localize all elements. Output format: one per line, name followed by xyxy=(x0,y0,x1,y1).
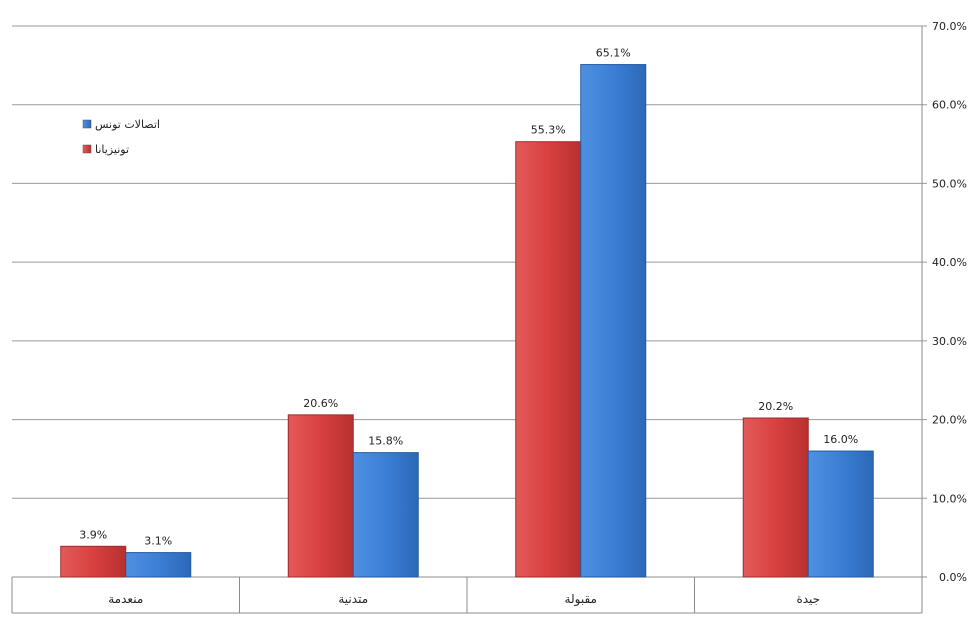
data-label: 20.2% xyxy=(758,400,793,413)
legend-swatch xyxy=(82,144,92,154)
bar xyxy=(287,414,354,578)
bar xyxy=(352,452,419,578)
data-label: 65.1% xyxy=(596,47,631,60)
y-tick-label: 30.0% xyxy=(932,335,967,348)
legend-swatch xyxy=(82,119,92,129)
y-tick-label: 60.0% xyxy=(932,99,967,112)
data-label: 55.3% xyxy=(531,124,566,137)
data-label: 20.6% xyxy=(303,397,338,410)
legend-item: تونيزيانا xyxy=(82,143,129,156)
legend-label: تونيزيانا xyxy=(95,143,129,156)
y-tick-label: 0.0% xyxy=(939,571,967,584)
y-tick-label: 50.0% xyxy=(932,177,967,190)
x-tick-label: جيدة xyxy=(796,592,820,606)
y-tick-label: 70.0% xyxy=(932,20,967,33)
data-label: 15.8% xyxy=(368,435,403,448)
bar xyxy=(807,450,874,578)
bar xyxy=(515,141,582,578)
legend-label: اتصالات تونس xyxy=(95,118,160,131)
data-label: 3.9% xyxy=(79,528,107,541)
legend-item: اتصالات تونس xyxy=(82,118,160,131)
data-label: 3.1% xyxy=(144,535,172,548)
data-label: 16.0% xyxy=(823,433,858,446)
bar xyxy=(60,545,127,578)
x-tick-label: متدنية xyxy=(338,592,368,606)
bar xyxy=(580,64,647,578)
y-tick-label: 40.0% xyxy=(932,256,967,269)
bar xyxy=(125,552,192,578)
bar xyxy=(742,417,809,578)
x-tick-label: مقبولة xyxy=(565,592,597,607)
y-tick-label: 10.0% xyxy=(932,492,967,505)
x-tick-label: منعدمة xyxy=(108,592,143,606)
y-tick-label: 20.0% xyxy=(932,414,967,427)
